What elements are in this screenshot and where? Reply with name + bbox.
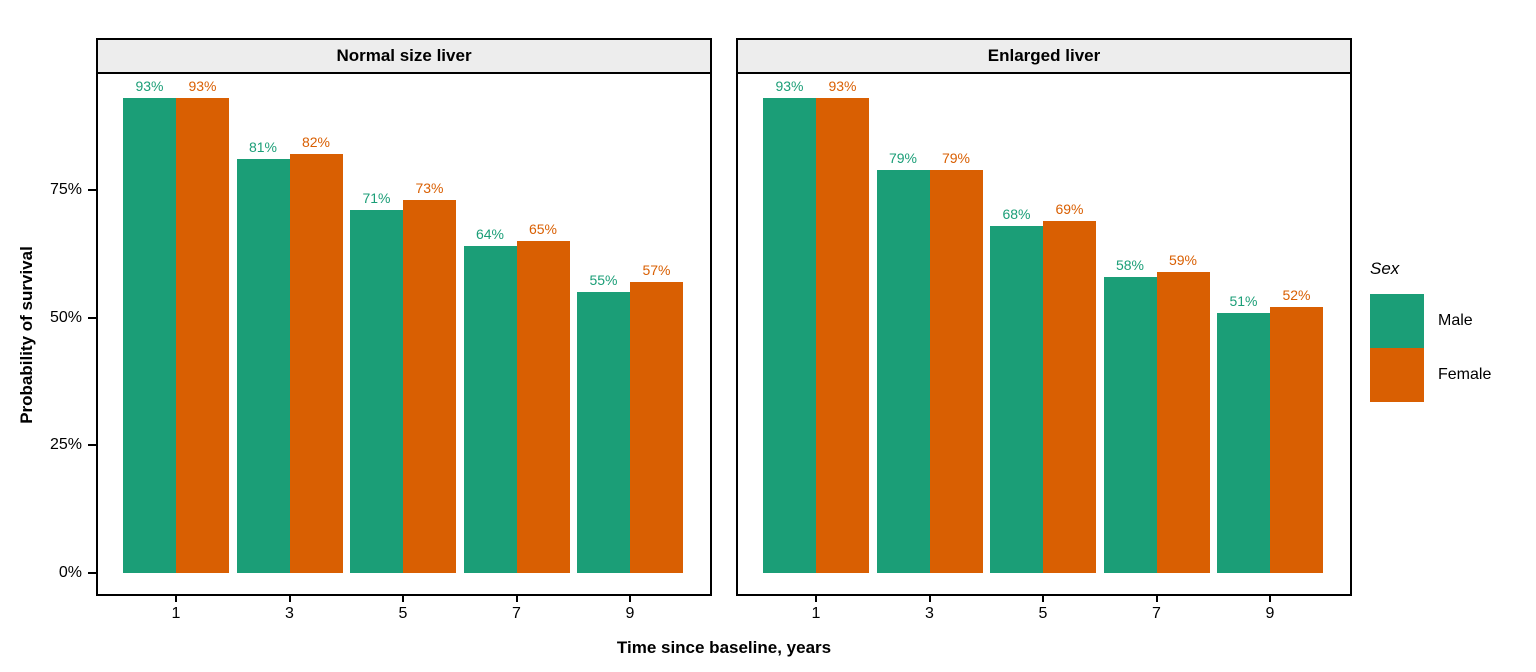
bar-value-label: 51% — [1229, 293, 1258, 309]
x-tick — [402, 596, 404, 602]
legend-swatch-male — [1370, 294, 1424, 348]
x-tick — [928, 596, 931, 602]
bar-value-label: 69% — [1055, 201, 1084, 217]
y-axis-title: Probability of survival — [17, 246, 36, 424]
y-tick — [88, 188, 96, 191]
legend-key-female: Female — [1370, 348, 1491, 402]
facet-strip-title: Enlarged liver — [736, 38, 1352, 74]
y-tick — [88, 316, 96, 319]
y-tick — [88, 444, 96, 447]
bar-female — [630, 282, 683, 573]
legend-key-male: Male — [1370, 294, 1491, 348]
bar-male — [350, 210, 403, 573]
bar-female — [176, 98, 229, 573]
bar-female — [929, 170, 983, 573]
bar-value-label: 73% — [415, 180, 444, 196]
bar-male — [1217, 313, 1270, 573]
legend-swatch-female — [1370, 348, 1424, 402]
x-tick — [629, 596, 631, 602]
bar-value-label: 93% — [828, 78, 857, 94]
x-axis-enlarged: 1 3 5 7 9 — [736, 596, 1352, 642]
y-tick-label: 50% — [49, 308, 82, 326]
x-tick — [815, 596, 817, 602]
x-tick-label: 7 — [512, 605, 521, 622]
bar-value-label: 81% — [248, 139, 278, 155]
bar-female — [403, 200, 456, 573]
x-tick — [1155, 596, 1158, 602]
bar-value-label: 79% — [888, 150, 918, 166]
y-tick-label: 25% — [49, 436, 82, 454]
bar-value-label: 71% — [362, 190, 391, 206]
x-tick-label: 9 — [625, 605, 635, 622]
legend: Sex Male Female — [1370, 259, 1491, 402]
x-tick-label: 1 — [811, 605, 821, 622]
bar-male — [577, 292, 630, 573]
x-tick-label: 5 — [1038, 605, 1048, 622]
x-tick — [515, 596, 518, 602]
bar-value-label: 65% — [528, 221, 558, 237]
plot-area-enlarged: 93% 79% 68% 58% 51% 93% 79% 69% 59% 52% — [736, 74, 1352, 596]
bar-female — [1043, 221, 1096, 573]
bar-male — [763, 98, 816, 573]
x-tick-label: 7 — [1152, 605, 1161, 622]
bar-female — [289, 154, 343, 573]
bar-value-label: 58% — [1115, 257, 1145, 273]
bar-value-label: 52% — [1282, 287, 1311, 303]
facet-panel-enlarged-liver: Enlarged liver 93% 79% 68% 58% 51% 93% 79% 69% 5… — [736, 38, 1352, 642]
x-axis-normal: 1 3 5 7 9 — [96, 596, 712, 642]
facet-panel-normal-size-liver: Normal size liver 93% 81% 71% 64% 55% 93% 82% 7… — [96, 38, 712, 642]
bar-male — [1103, 277, 1157, 573]
x-tick — [1269, 596, 1271, 602]
x-tick-label: 1 — [171, 605, 181, 622]
legend-label-female: Female — [1438, 366, 1492, 383]
bar-male — [463, 246, 517, 573]
x-tick-label: 9 — [1265, 605, 1275, 622]
bar-male — [876, 170, 930, 573]
bar-female — [516, 241, 570, 573]
legend-label-male: Male — [1438, 312, 1473, 329]
x-tick — [175, 596, 177, 602]
x-tick — [1042, 596, 1044, 602]
bar-value-label: 79% — [941, 150, 971, 166]
y-tick-label: 0% — [58, 564, 82, 581]
bar-female — [1270, 307, 1323, 573]
bar-male — [236, 159, 290, 573]
x-tick-label: 5 — [398, 605, 408, 622]
bar-value-label: 64% — [475, 226, 505, 242]
bar-value-label: 82% — [301, 134, 331, 150]
legend-title: Sex — [1370, 259, 1400, 278]
x-axis-title: Time since baseline, years — [616, 638, 832, 657]
bar-male — [990, 226, 1043, 573]
bar-female — [816, 98, 869, 573]
bar-value-label: 68% — [1002, 206, 1031, 222]
bar-value-label: 93% — [135, 78, 164, 94]
bar-value-label: 93% — [188, 78, 217, 94]
x-tick — [288, 596, 291, 602]
plot-area-normal: 93% 81% 71% 64% 55% 93% 82% 73% 65% 57% — [96, 74, 712, 596]
y-tick-label: 75% — [49, 180, 82, 198]
bar-value-label: 55% — [589, 272, 618, 288]
bar-value-label: 59% — [1168, 252, 1198, 268]
bar-value-label: 57% — [642, 262, 671, 278]
x-tick-label: 3 — [925, 605, 934, 622]
bar-female — [1156, 272, 1210, 573]
bar-male — [123, 98, 176, 573]
bar-value-label: 93% — [775, 78, 804, 94]
facet-strip-title: Normal size liver — [96, 38, 712, 74]
x-tick-label: 3 — [285, 605, 294, 622]
y-tick — [88, 572, 96, 574]
